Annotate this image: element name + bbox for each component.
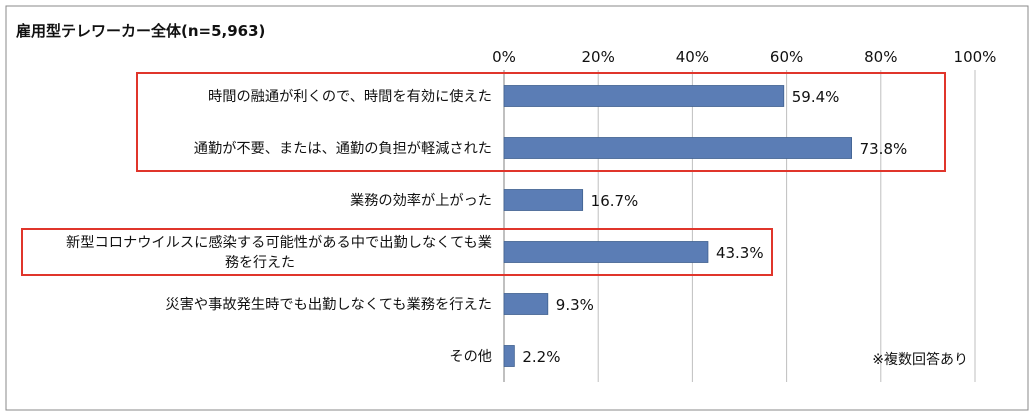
x-tick-label: 80% [864, 48, 897, 66]
bar [503, 345, 515, 367]
bar [503, 85, 785, 107]
data-label: 73.8% [860, 140, 908, 158]
x-tick-label: 60% [770, 48, 803, 66]
data-label: 43.3% [716, 244, 764, 262]
bar [503, 137, 852, 159]
x-tick-label: 0% [492, 48, 516, 66]
chart-title: 雇用型テレワーカー全体(n=5,963) [16, 22, 265, 40]
category-label: その他 [449, 349, 492, 365]
bar [503, 189, 584, 211]
highlight-box [21, 228, 773, 276]
category-label: 時間の融通が利くので、時間を有効に使えた [208, 88, 492, 105]
category-label: 災害や事故発生時でも出勤しなくても業務を行えた [165, 297, 492, 313]
data-label: 16.7% [591, 192, 639, 210]
category-label: 務を行えた [225, 255, 295, 271]
category-label: 新型コロナウイルスに感染する可能性がある中で出勤しなくても業 [66, 234, 492, 251]
footnote: ※複数回答あり [872, 351, 968, 368]
bar [503, 241, 709, 263]
x-tick-label: 40% [676, 48, 709, 66]
x-tick-label: 100% [954, 48, 997, 66]
x-tick-label: 20% [582, 48, 615, 66]
category-label: 業務の効率が上がった [350, 192, 492, 209]
data-label: 9.3% [556, 296, 594, 314]
highlight-box [136, 72, 946, 172]
data-label: 59.4% [792, 88, 840, 106]
data-label: 2.2% [522, 348, 560, 366]
bar [503, 293, 549, 315]
category-label: 通勤が不要、または、通勤の負担が軽減された [194, 140, 492, 157]
